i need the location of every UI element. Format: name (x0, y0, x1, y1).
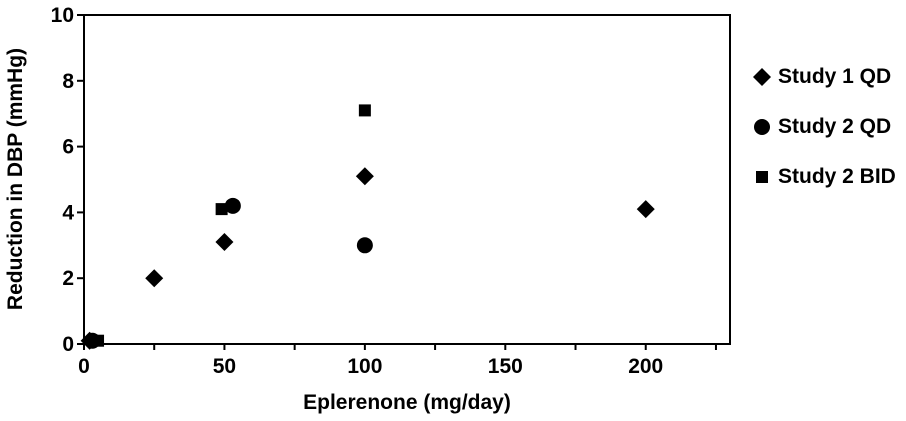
legend-diamond-icon (753, 68, 771, 86)
data-point-square (358, 104, 371, 117)
data-point-diamond (636, 200, 655, 219)
legend-label: Study 1 QD (778, 65, 891, 88)
y-tick-label: 6 (62, 136, 74, 159)
data-points (80, 104, 655, 350)
legend-label: Study 2 QD (778, 115, 891, 138)
data-point-diamond (145, 269, 164, 288)
x-tick-label: 0 (78, 355, 90, 378)
x-tick-label: 50 (213, 355, 236, 378)
x-axis-title: Eplerenone (mg/day) (303, 391, 511, 414)
legend: Study 1 QD Study 2 QD Study 2 BID (753, 65, 896, 188)
y-tick-label: 2 (62, 267, 74, 290)
data-point-circle (224, 197, 241, 214)
y-tick-label: 4 (62, 201, 74, 224)
y-axis-title: Reduction in DBP (mmHg) (4, 48, 27, 310)
x-tick-label: 150 (488, 355, 523, 378)
y-tick-label: 10 (51, 4, 74, 27)
legend-square-icon (756, 171, 768, 183)
plot-frame (83, 14, 731, 345)
data-point-diamond (215, 233, 234, 252)
data-point-square (215, 203, 228, 216)
data-point-square (92, 334, 105, 347)
y-tick-label: 8 (62, 70, 74, 93)
y-axis-ticks: 0 2 4 6 8 10 (51, 4, 84, 356)
y-tick-label: 0 (62, 333, 74, 356)
x-tick-label: 200 (628, 355, 663, 378)
data-point-diamond (355, 167, 374, 186)
x-tick-label: 100 (347, 355, 382, 378)
legend-circle-icon (754, 119, 770, 135)
legend-label: Study 2 BID (778, 165, 896, 188)
data-point-circle (356, 237, 373, 254)
x-axis-ticks: 0 50 100 150 200 (78, 344, 717, 378)
